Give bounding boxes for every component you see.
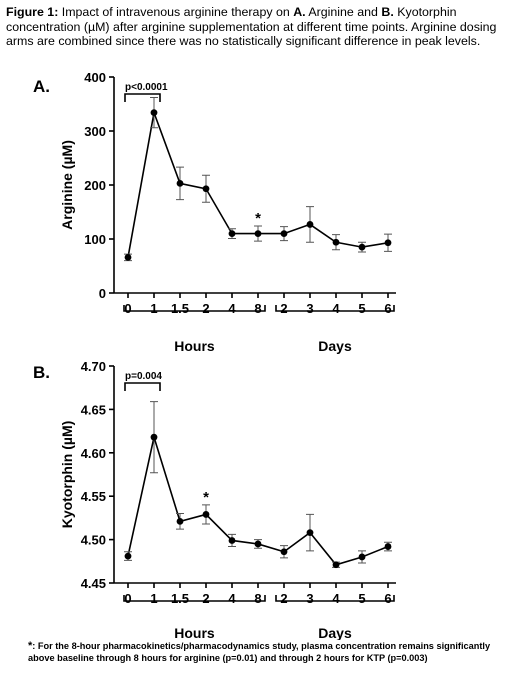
panel-a-data-point <box>384 239 392 247</box>
panel-a-x-tick-label: 8 <box>254 301 261 316</box>
caption-panel-a: A. <box>293 5 306 19</box>
panel-b-data-point <box>150 433 158 441</box>
panel-a-y-tick-label: 100 <box>84 232 106 247</box>
panel-a-x-tick-label: 5 <box>358 301 365 316</box>
panel-a-group-label: Days <box>318 338 352 354</box>
panel-a-data-point <box>254 230 262 238</box>
panel-a-asterisk: * <box>255 210 261 227</box>
caption-panel-b: B. <box>381 5 394 19</box>
chart-figure: A. 0 100 200 300 400 Arginine (µM) 0 1 1.5 2 4 8 2 3 4 5… <box>33 70 396 640</box>
footnote-text: : For the 8-hour pharmacokinetics/pharma… <box>28 641 491 663</box>
panel-b-data-point <box>332 561 340 569</box>
panel-a-y-tick-label: 300 <box>84 124 106 139</box>
panel-a-p-value-label: p<0.0001 <box>125 82 168 93</box>
panel-b-data-point <box>176 517 184 525</box>
panel-b-group-label: Days <box>318 625 352 640</box>
panel-a-y-tick-label: 400 <box>84 70 106 85</box>
panel-b-x-tick-label: 2 <box>280 591 287 606</box>
panel-b-y-tick-label: 4.65 <box>81 402 106 417</box>
panel-a-y-tick-label: 200 <box>84 178 106 193</box>
panel-b-x-tick-label: 4 <box>332 591 340 606</box>
panel-b-x-tick-label: 2 <box>202 591 209 606</box>
panel-a-data-point <box>202 185 210 193</box>
panel-b-y-tick-label: 4.45 <box>81 576 106 591</box>
panel-b-y-tick-label: 4.50 <box>81 533 106 548</box>
figure-caption: Figure 1: Impact of intravenous arginine… <box>6 5 511 49</box>
panel-b-asterisk: * <box>203 489 209 506</box>
panel-b-group-label: Hours <box>174 625 215 640</box>
panel-b-group-bracket <box>123 595 266 602</box>
panel-a-x-tick-label: 1.5 <box>171 301 189 316</box>
panel-a-group-label: Hours <box>174 338 215 354</box>
panel-b-data-point <box>306 529 314 537</box>
panel-b-x-tick-label: 1 <box>150 591 157 606</box>
panel-b-x-tick-label: 6 <box>384 591 391 606</box>
panel-a-x-tick-label: 6 <box>384 301 391 316</box>
panel-b-x-tick-label: 4 <box>228 591 236 606</box>
panel-a-data-point <box>358 243 366 251</box>
panel-a-x-tick-label: 2 <box>202 301 209 316</box>
panel-a-x-tick-label: 0 <box>124 301 131 316</box>
footnote-marker: * <box>28 640 33 652</box>
panel-a-data-point <box>176 179 184 187</box>
panel-a-data-point <box>332 238 340 246</box>
panel-a-x-tick-label: 4 <box>332 301 340 316</box>
panel-a-data-point <box>124 253 132 261</box>
panel-a-x-tick-label: 2 <box>280 301 287 316</box>
panel-a-x-tick-label: 4 <box>228 301 236 316</box>
panel-a-data-point <box>150 109 158 117</box>
panel-b-x-tick-label: 0 <box>124 591 131 606</box>
panel-b-group-bracket <box>275 595 395 602</box>
panel-b-significance-bracket <box>124 382 161 391</box>
panel-b-data-point <box>384 543 392 550</box>
caption-text-1: Impact of intravenous arginine therapy o… <box>58 5 294 19</box>
panel-a-data-point <box>228 230 236 238</box>
panel-b-x-tick-label: 1.5 <box>171 591 189 606</box>
panel-b-y-tick-label: 4.70 <box>81 359 106 374</box>
panel-b-data-point <box>202 511 210 518</box>
panel-a-x-tick-label: 3 <box>306 301 313 316</box>
panel-a-label: A. <box>33 77 50 96</box>
panel-a-data-point <box>306 221 314 228</box>
panel-b-data-point <box>254 540 262 548</box>
panel-b-y-tick-label: 4.60 <box>81 446 106 461</box>
caption-text-3: Kyotorphin concentration (µM) after argi… <box>6 5 497 49</box>
panel-a-y-tick-label: 0 <box>99 286 106 301</box>
panel-a-significance-bracket <box>124 93 161 102</box>
caption-text-2: Arginine and <box>305 5 382 19</box>
panel-b-x-tick-label: 3 <box>306 591 313 606</box>
panel-b-data-point <box>124 552 132 560</box>
panel-b-x-tick-label: 5 <box>358 591 365 606</box>
panel-b-data-point <box>358 553 366 561</box>
panel-b-data-point <box>280 548 288 556</box>
footnote: *: For the 8-hour pharmacokinetics/pharm… <box>28 640 508 664</box>
panel-b-x-tick-label: 8 <box>254 591 261 606</box>
panel-b-data-point <box>228 537 236 544</box>
panel-b-y-axis-title: Kyotorphin (µM) <box>59 421 75 529</box>
panel-a-group-bracket <box>123 305 266 312</box>
panel-a-group-bracket <box>275 305 395 312</box>
panel-b-y-tick-label: 4.55 <box>81 489 106 504</box>
panel-b-label: B. <box>33 363 50 382</box>
panel-a-data-point <box>280 230 288 238</box>
panel-a-y-axis-title: Arginine (µM) <box>59 140 75 230</box>
panel-a-x-tick-label: 1 <box>150 301 157 316</box>
panel-b-p-value-label: p=0.004 <box>125 371 162 382</box>
figure-label: Figure 1: <box>6 5 59 19</box>
